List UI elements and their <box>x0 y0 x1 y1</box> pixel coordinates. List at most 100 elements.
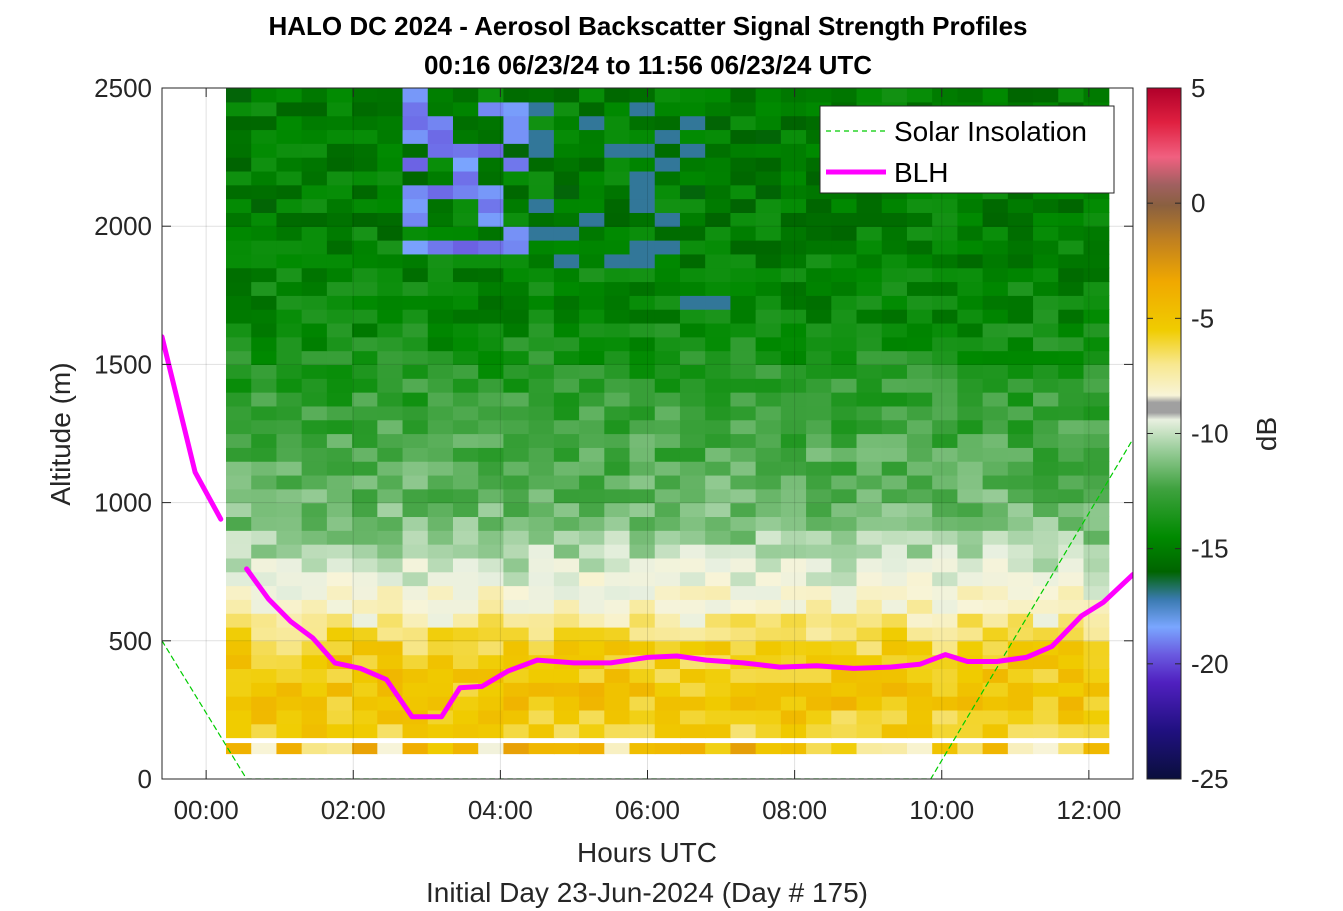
heatmap-cell <box>604 530 631 545</box>
heatmap-cell <box>377 447 404 462</box>
heatmap-cell <box>478 419 505 435</box>
heatmap-cell <box>352 599 378 614</box>
heatmap-cell <box>503 378 530 393</box>
heatmap-cell <box>679 364 706 379</box>
heatmap-cell <box>377 212 404 227</box>
heatmap-cell <box>579 419 605 435</box>
heatmap-cell <box>326 502 353 518</box>
heatmap-cell <box>503 599 530 614</box>
heatmap-cell <box>579 502 605 518</box>
heatmap-cell <box>251 433 278 448</box>
heatmap-cell <box>881 599 908 614</box>
heatmap-cell <box>251 115 278 131</box>
heatmap-cell <box>427 502 454 518</box>
heatmap-cell <box>957 309 984 324</box>
heatmap-cell <box>780 516 807 531</box>
heatmap-cell <box>906 364 933 379</box>
heatmap-cell <box>654 281 681 296</box>
heatmap-cell <box>251 516 278 531</box>
heatmap-cell <box>402 322 429 338</box>
x-tick-label: 04:00 <box>468 795 533 825</box>
y-tick-label: 1500 <box>94 349 152 379</box>
heatmap-cell <box>251 530 278 545</box>
heatmap-cell <box>1007 557 1034 573</box>
heatmap-cell <box>755 281 782 296</box>
heatmap-cell <box>982 516 1009 531</box>
heatmap-cell <box>528 253 555 269</box>
heatmap-cell <box>705 474 732 490</box>
heatmap-cell <box>957 530 984 545</box>
heatmap-cell <box>1033 585 1059 600</box>
heatmap-cell <box>755 433 782 448</box>
heatmap-cell <box>654 115 681 131</box>
heatmap-cell <box>906 599 933 614</box>
heatmap-cell <box>352 682 378 697</box>
heatmap-cell <box>452 267 479 283</box>
heatmap-cell <box>654 240 681 255</box>
heatmap-cell <box>932 709 958 725</box>
heatmap-cell <box>352 626 378 642</box>
heatmap-cell <box>1033 322 1059 338</box>
heatmap-cell <box>1033 516 1059 531</box>
heatmap-cell <box>478 322 505 338</box>
heatmap-cell <box>654 585 681 600</box>
heatmap-cell <box>301 447 328 462</box>
heatmap-cell <box>427 447 454 462</box>
heatmap-cell <box>402 295 429 310</box>
heatmap-cell <box>427 350 454 365</box>
heatmap-cell <box>1083 516 1110 531</box>
heatmap-cell <box>780 226 807 241</box>
heatmap-cell <box>856 461 883 476</box>
heatmap-cell <box>251 461 278 476</box>
heatmap-cell <box>629 115 656 131</box>
heatmap-cell <box>1007 322 1034 338</box>
heatmap-cell <box>528 212 555 227</box>
heatmap-cell <box>1083 240 1110 255</box>
heatmap-cell <box>730 143 757 158</box>
heatmap-cell <box>654 488 681 504</box>
heatmap-cell <box>629 253 656 269</box>
heatmap-cell <box>1083 253 1110 269</box>
heatmap-cell <box>982 502 1009 518</box>
heatmap-cell <box>553 101 580 117</box>
heatmap-cell <box>730 557 757 573</box>
heatmap-cell <box>503 143 530 158</box>
heatmap-cell <box>755 226 782 241</box>
heatmap-cell <box>276 557 303 573</box>
heatmap-cell <box>604 336 631 352</box>
heatmap-cell <box>806 723 832 739</box>
heatmap-cell <box>276 143 303 158</box>
heatmap-cell <box>478 516 505 531</box>
heatmap-cell <box>301 557 328 573</box>
heatmap-cell <box>906 613 933 628</box>
heatmap-cell <box>226 613 252 628</box>
heatmap-cell <box>654 350 681 365</box>
heatmap-cell <box>377 253 404 269</box>
heatmap-cell <box>755 143 782 158</box>
heatmap-cell <box>1007 309 1034 324</box>
heatmap-cell <box>906 516 933 531</box>
heatmap-cell <box>276 433 303 448</box>
heatmap-cell <box>226 544 252 559</box>
heatmap-cell <box>402 544 429 559</box>
heatmap-cell <box>629 129 656 144</box>
heatmap-cell <box>503 309 530 324</box>
heatmap-cell <box>982 723 1009 739</box>
heatmap-cell <box>377 544 404 559</box>
heatmap-cell <box>654 696 681 711</box>
heatmap-cell <box>579 88 605 103</box>
heatmap-cell <box>427 743 454 755</box>
heatmap-cell <box>806 461 832 476</box>
heatmap-cell <box>452 129 479 144</box>
heatmap-cell <box>1007 88 1034 103</box>
heatmap-cell <box>705 668 732 683</box>
heatmap-cell <box>806 281 832 296</box>
heatmap-cell <box>503 488 530 504</box>
heatmap-cell <box>1083 226 1110 241</box>
heatmap-cell <box>932 378 958 393</box>
colorbar-tick-label: -25 <box>1191 764 1229 794</box>
heatmap-cell <box>806 530 832 545</box>
heatmap-cell <box>1083 626 1110 642</box>
heatmap-cell <box>629 378 656 393</box>
